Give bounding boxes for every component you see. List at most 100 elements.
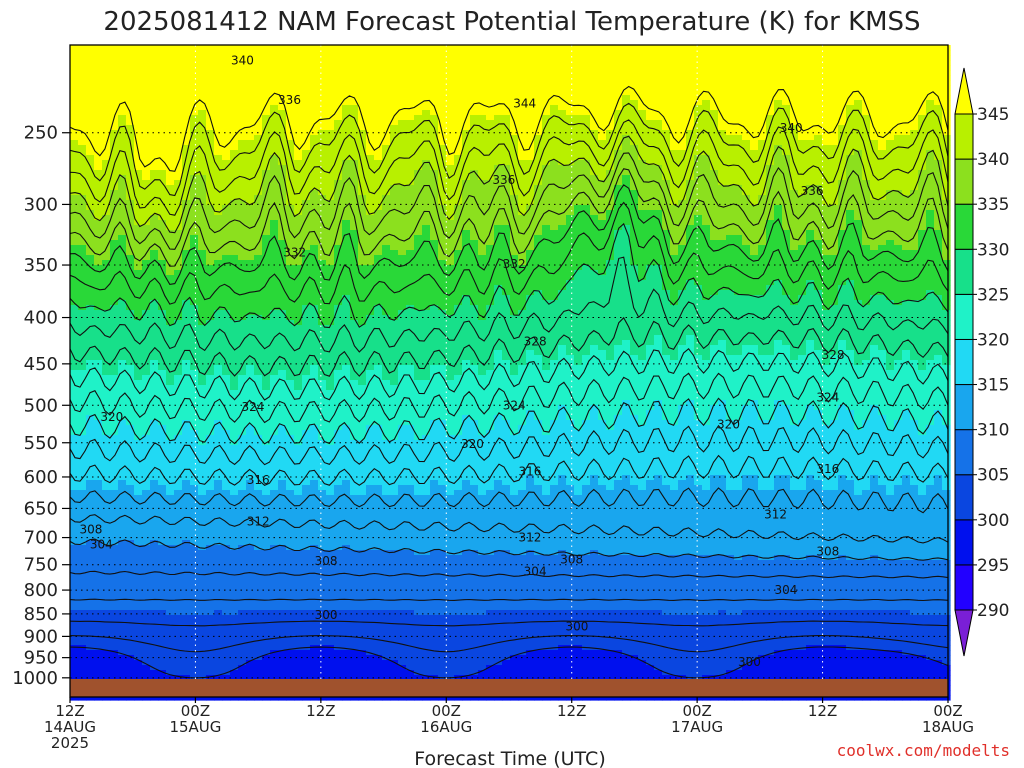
colorbar-label: 305 [977,466,1009,486]
colorbar-label: 340 [977,150,1009,170]
y-tick-label: 400 [24,308,58,329]
contour-label: 316 [247,473,270,487]
x-tick-label: 12Z [808,702,837,720]
x-tick-label: 2025 [51,734,89,752]
contour-line [69,570,949,579]
colorbar-label: 330 [977,240,1009,260]
colorbar: 290 295 300 305 310 315 320 325 330 335 340 345 [954,67,1009,657]
x-tick-label: 14AUG [44,718,96,736]
x-tick-label: 00Z [682,702,711,720]
contour-label: 312 [247,515,270,529]
contour-line [69,222,949,329]
y-tick-label: 250 [24,123,58,144]
colorbar-label: 315 [977,376,1009,396]
ground-bar [70,679,948,697]
contour-line [69,256,949,353]
y-tick-label: 800 [24,580,58,601]
contour-label: 324 [503,398,526,412]
y-tick-label: 700 [24,528,58,549]
x-tick-label: 15AUG [169,718,221,736]
contour-line [69,372,949,424]
contour-line [69,646,949,679]
contour-label: 336 [278,93,301,107]
contour-label: 320 [717,417,740,431]
contour-label: 304 [775,583,798,597]
y-tick-label: 500 [24,395,58,416]
y-tick-label: 450 [24,354,58,375]
contour-line [69,538,949,561]
contour-line [69,119,949,216]
colorbar-label: 345 [977,105,1009,125]
colorbar-swatch [954,519,974,566]
colorbar-swatch [954,203,974,250]
contour-line [69,348,949,401]
contour-line [69,201,949,305]
contour-label: 300 [315,608,338,622]
contour-labels: 340 336 344 340 336 336 332 332 328 328 324 324 324 3… [79,53,844,668]
contour-label: 344 [513,96,536,110]
x-tick-label: 00Z [432,702,461,720]
contour-label: 328 [822,348,845,362]
contour-line [69,85,949,172]
colorbar-label: 290 [977,601,1009,621]
contour-label: 332 [503,257,526,271]
x-tick-label: 00Z [933,702,962,720]
y-tick-label: 900 [24,626,58,647]
y-tick-label: 350 [24,255,58,276]
colorbar-swatch [954,248,974,295]
contour-label: 312 [518,531,541,545]
contour-line [69,598,949,602]
contour-label: 332 [283,245,306,259]
colorbar-swatch [954,429,974,476]
contour-label: 300 [738,655,761,669]
contour-label: 340 [780,121,803,135]
colorbar-swatch [954,158,974,205]
contour-label: 328 [524,334,547,348]
y-axis: 2503003504004505005506006507007508008509… [12,123,70,689]
contour-line [69,397,949,445]
colorbar-swatch [954,384,974,431]
contour-label: 304 [90,537,113,551]
credit-text: coolwx.com/modelts [837,741,1010,760]
contour-label: 308 [79,523,102,537]
colorbar-label: 325 [977,285,1009,305]
contour-label: 324 [816,390,839,404]
colorbar-label: 335 [977,195,1009,215]
contour-label: 336 [492,173,515,187]
colorbar-label: 310 [977,421,1009,441]
contour-line [69,316,949,377]
contour-line [69,454,949,486]
contour-line [69,514,949,544]
x-tick-label: 12Z [55,702,84,720]
contour-line [69,102,949,197]
y-tick-label: 950 [24,648,58,669]
contour-line [69,168,949,267]
contour-line [69,424,949,466]
y-tick-label: 650 [24,498,58,519]
y-tick-label: 1000 [12,668,58,689]
x-tick-label: 00Z [181,702,210,720]
colorbar-swatch [954,338,974,386]
contour-line [69,135,949,234]
colorbar-label: 300 [977,511,1009,531]
contour-label: 324 [241,400,264,414]
contour-line [69,620,949,627]
colorbar-swatch [954,564,974,611]
contour-label: 300 [565,620,588,634]
contour-line [69,487,949,514]
y-tick-label: 550 [24,433,58,454]
contour-label: 312 [764,507,787,521]
x-tick-label: 18AUG [922,718,974,736]
colorbar-swatch [954,293,974,340]
x-tick-label: 12Z [306,702,335,720]
colorbar-label: 295 [977,556,1009,576]
colorbar-label: 320 [977,330,1009,350]
x-tick-label: 17AUG [671,718,723,736]
x-axis-label: Forecast Time (UTC) [414,748,605,768]
contour-label: 316 [816,462,839,476]
contour-label: 320 [461,437,484,451]
y-tick-label: 750 [24,555,58,576]
contour-label: 308 [560,552,583,566]
x-tick-label: 12Z [557,702,586,720]
